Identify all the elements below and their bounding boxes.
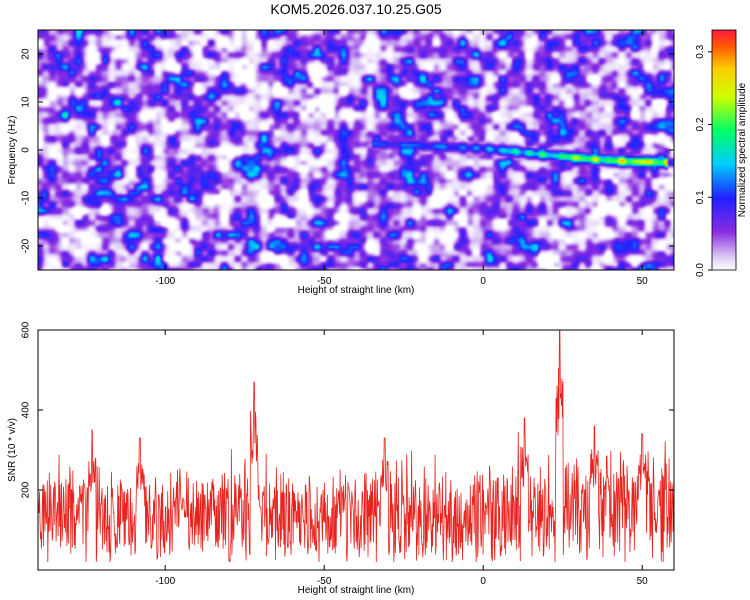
spectrogram-y-ticks: -20 -10 0 10 20 (21, 48, 674, 253)
colorbar-tick-label: 0.2 (695, 117, 706, 131)
snr-series-line (38, 330, 674, 563)
colorbar-tick-label: 0.0 (695, 263, 706, 277)
colorbar-gradient (711, 29, 737, 271)
snr-x-tick-label: 50 (637, 576, 649, 587)
snr-y-axis-title: SNR (10 * v/v) (7, 418, 18, 482)
colorbar-ticks: 0.0 0.1 0.2 0.3 (695, 44, 712, 277)
snr-x-tick-label: 0 (480, 576, 486, 587)
snr-frame (37, 329, 675, 571)
spectrogram-y-tick-label: 10 (21, 96, 32, 108)
snr-y-tick-label: 600 (21, 321, 32, 338)
spectrogram-y-tick-label: 20 (21, 48, 32, 60)
spectrogram-x-tick-label: -100 (155, 276, 175, 287)
snr-x-axis-title: Height of straight line (km) (298, 585, 415, 596)
spectrogram-y-tick-label: -10 (21, 190, 32, 205)
colorbar-tick-label: 0.1 (695, 190, 706, 204)
spectrogram-x-ticks: -100 -50 0 50 (155, 30, 648, 287)
colorbar-tick-label: 0.3 (695, 44, 706, 58)
chart-title: KOM5.2026.037.10.25.G05 (270, 1, 441, 17)
spectrogram-x-tick-label: 50 (637, 276, 649, 287)
spectrogram-y-axis-title: Frequency (Hz) (7, 116, 18, 185)
spectrogram-y-tick-label: -20 (21, 238, 32, 253)
snr-x-tick-label: -100 (155, 576, 175, 587)
spectrogram-y-tick-label: 0 (21, 147, 32, 153)
colorbar-label: Normalized spectral amplitude (737, 82, 748, 217)
spectrogram-x-tick-label: 0 (480, 276, 486, 287)
snr-panel: -100 -50 0 50 200 400 600 Height of straight … (7, 321, 675, 596)
colorbar: 0.0 0.1 0.2 0.3 Normalized spectral amplitu… (695, 29, 748, 277)
snr-x-ticks: -100 -50 0 50 (155, 330, 648, 587)
snr-y-tick-label: 400 (21, 401, 32, 418)
spectrogram-image (38, 30, 674, 270)
snr-y-ticks: 200 400 600 (21, 321, 674, 498)
snr-y-tick-label: 200 (21, 481, 32, 498)
spectrogram-x-axis-title: Height of straight line (km) (298, 285, 415, 296)
spectrogram-x-tick-label: -50 (317, 276, 332, 287)
snr-x-tick-label: -50 (317, 576, 332, 587)
